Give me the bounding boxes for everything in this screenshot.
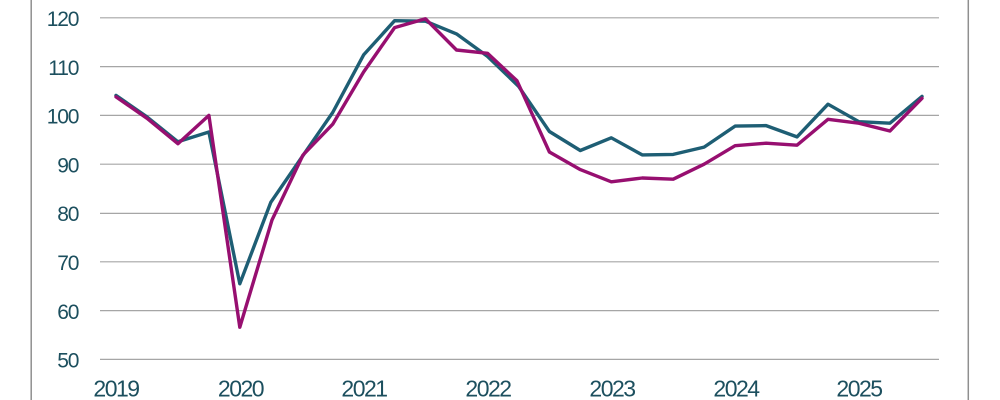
svg-text:2022: 2022 xyxy=(465,376,511,400)
svg-text:2023: 2023 xyxy=(589,376,635,400)
svg-text:2021: 2021 xyxy=(341,376,387,400)
svg-text:2024: 2024 xyxy=(713,376,760,400)
svg-text:110: 110 xyxy=(48,57,78,80)
svg-text:80: 80 xyxy=(57,203,78,226)
svg-text:90: 90 xyxy=(57,154,78,177)
svg-text:50: 50 xyxy=(57,350,78,373)
svg-text:120: 120 xyxy=(47,8,79,31)
svg-text:70: 70 xyxy=(57,252,78,275)
svg-text:60: 60 xyxy=(57,301,78,324)
svg-text:2019: 2019 xyxy=(93,376,139,400)
svg-text:100: 100 xyxy=(47,106,79,129)
svg-text:2025: 2025 xyxy=(836,376,882,400)
svg-text:2020: 2020 xyxy=(218,376,264,400)
